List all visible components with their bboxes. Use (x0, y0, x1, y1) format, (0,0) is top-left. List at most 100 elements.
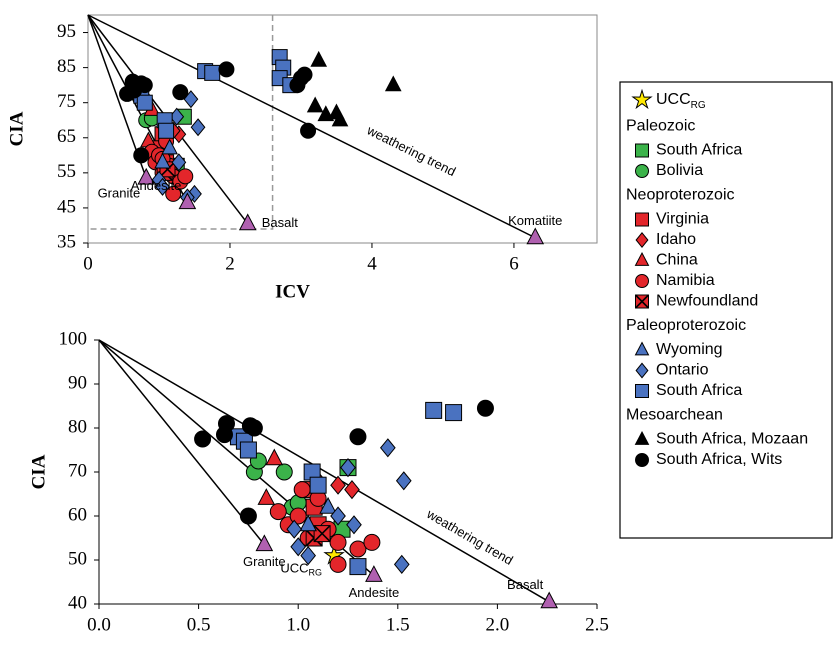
legend-group: Neoproterozoic (626, 187, 735, 204)
point (194, 430, 212, 448)
x-tick-label: 1.0 (286, 614, 310, 635)
x-tick-label: 2 (225, 253, 235, 274)
point (255, 534, 274, 552)
legend-label: Idaho (656, 231, 696, 248)
point (634, 251, 650, 266)
point (329, 555, 347, 573)
y-tick-label: 40 (68, 592, 87, 613)
point (133, 147, 150, 164)
point (540, 591, 559, 609)
point (363, 533, 381, 551)
legend-label: Wyoming (656, 341, 723, 358)
x-tick-label: 2.5 (585, 614, 609, 635)
point (165, 185, 182, 202)
y-tick-label: 70 (68, 460, 87, 481)
point (239, 507, 257, 525)
point (330, 506, 346, 526)
endmember-label: Andesite (349, 585, 400, 600)
point (218, 61, 235, 78)
point (215, 426, 233, 444)
point (635, 143, 649, 158)
y-tick-label: 75 (57, 91, 76, 112)
point (349, 558, 367, 576)
y-axis-label: CIA (6, 111, 27, 146)
point (445, 404, 463, 422)
point (137, 167, 156, 185)
y-tick-label: 35 (57, 231, 76, 252)
point (634, 430, 650, 445)
y-tick-label: 95 (57, 21, 76, 42)
x-tick-label: 6 (509, 253, 519, 274)
point-label: UCCRG (280, 561, 322, 578)
point (155, 177, 170, 196)
legend-label-main: South Africa (656, 142, 742, 159)
point (300, 122, 317, 139)
y-tick-label: 55 (57, 161, 76, 182)
legend-label-main: Namibia (656, 272, 715, 289)
legend-label-main: South Africa (656, 382, 742, 399)
legend-label: Virginia (656, 211, 709, 228)
point (349, 540, 367, 558)
legend-group: Paleoproterozoic (626, 317, 746, 334)
legend-group: Paleozoic (626, 118, 695, 135)
legend-label-main: Newfoundland (656, 293, 758, 310)
point (300, 546, 317, 566)
point (425, 401, 443, 419)
point (331, 110, 349, 127)
point (161, 138, 178, 155)
legend-label-main: China (656, 252, 698, 269)
point (340, 458, 356, 478)
point (154, 152, 171, 169)
point (136, 94, 153, 111)
legend-label: Namibia (656, 272, 715, 289)
point (306, 96, 324, 113)
point (635, 164, 649, 178)
endmember-label: Basalt (507, 577, 544, 592)
point (177, 168, 194, 185)
point (395, 471, 412, 491)
point (365, 565, 383, 582)
point (634, 341, 650, 356)
legend-label: South Africa, Mozaan (656, 431, 808, 448)
point (296, 66, 313, 83)
y-tick-label: 60 (68, 504, 87, 525)
point (393, 554, 410, 574)
point (476, 399, 494, 417)
endmember-label: Andesite (131, 178, 182, 193)
legend-label: Newfoundland (656, 293, 758, 310)
point-label-main: UCC (280, 561, 308, 576)
legend-label: China (656, 252, 698, 269)
point (275, 463, 293, 481)
legend-label-main: UCC (656, 91, 691, 108)
point (330, 475, 346, 495)
y-tick-label: 85 (57, 56, 76, 77)
point (379, 438, 396, 458)
point (635, 362, 649, 379)
y-tick-label: 45 (57, 196, 76, 217)
legend-label-main: Virginia (656, 211, 709, 228)
x-tick-label: 2.0 (486, 614, 510, 635)
inset-outline (88, 15, 274, 230)
y-tick-label: 100 (59, 328, 88, 349)
point (293, 481, 311, 499)
y-tick-label: 90 (68, 372, 87, 393)
legend-label: Ontario (656, 362, 709, 379)
y-tick-label: 80 (68, 416, 87, 437)
point (635, 274, 649, 288)
point (269, 503, 287, 521)
legend-label: South Africa (656, 382, 742, 399)
point (238, 213, 257, 231)
point (344, 480, 360, 500)
point (635, 384, 649, 398)
point (310, 50, 328, 67)
point (635, 212, 649, 227)
y-tick-label: 65 (57, 126, 76, 147)
point (634, 294, 650, 309)
point (239, 441, 257, 459)
point (635, 453, 649, 467)
point (204, 64, 221, 81)
point (257, 488, 276, 505)
endmember-label: Granite (243, 554, 286, 569)
x-tick-label: 4 (367, 253, 377, 274)
